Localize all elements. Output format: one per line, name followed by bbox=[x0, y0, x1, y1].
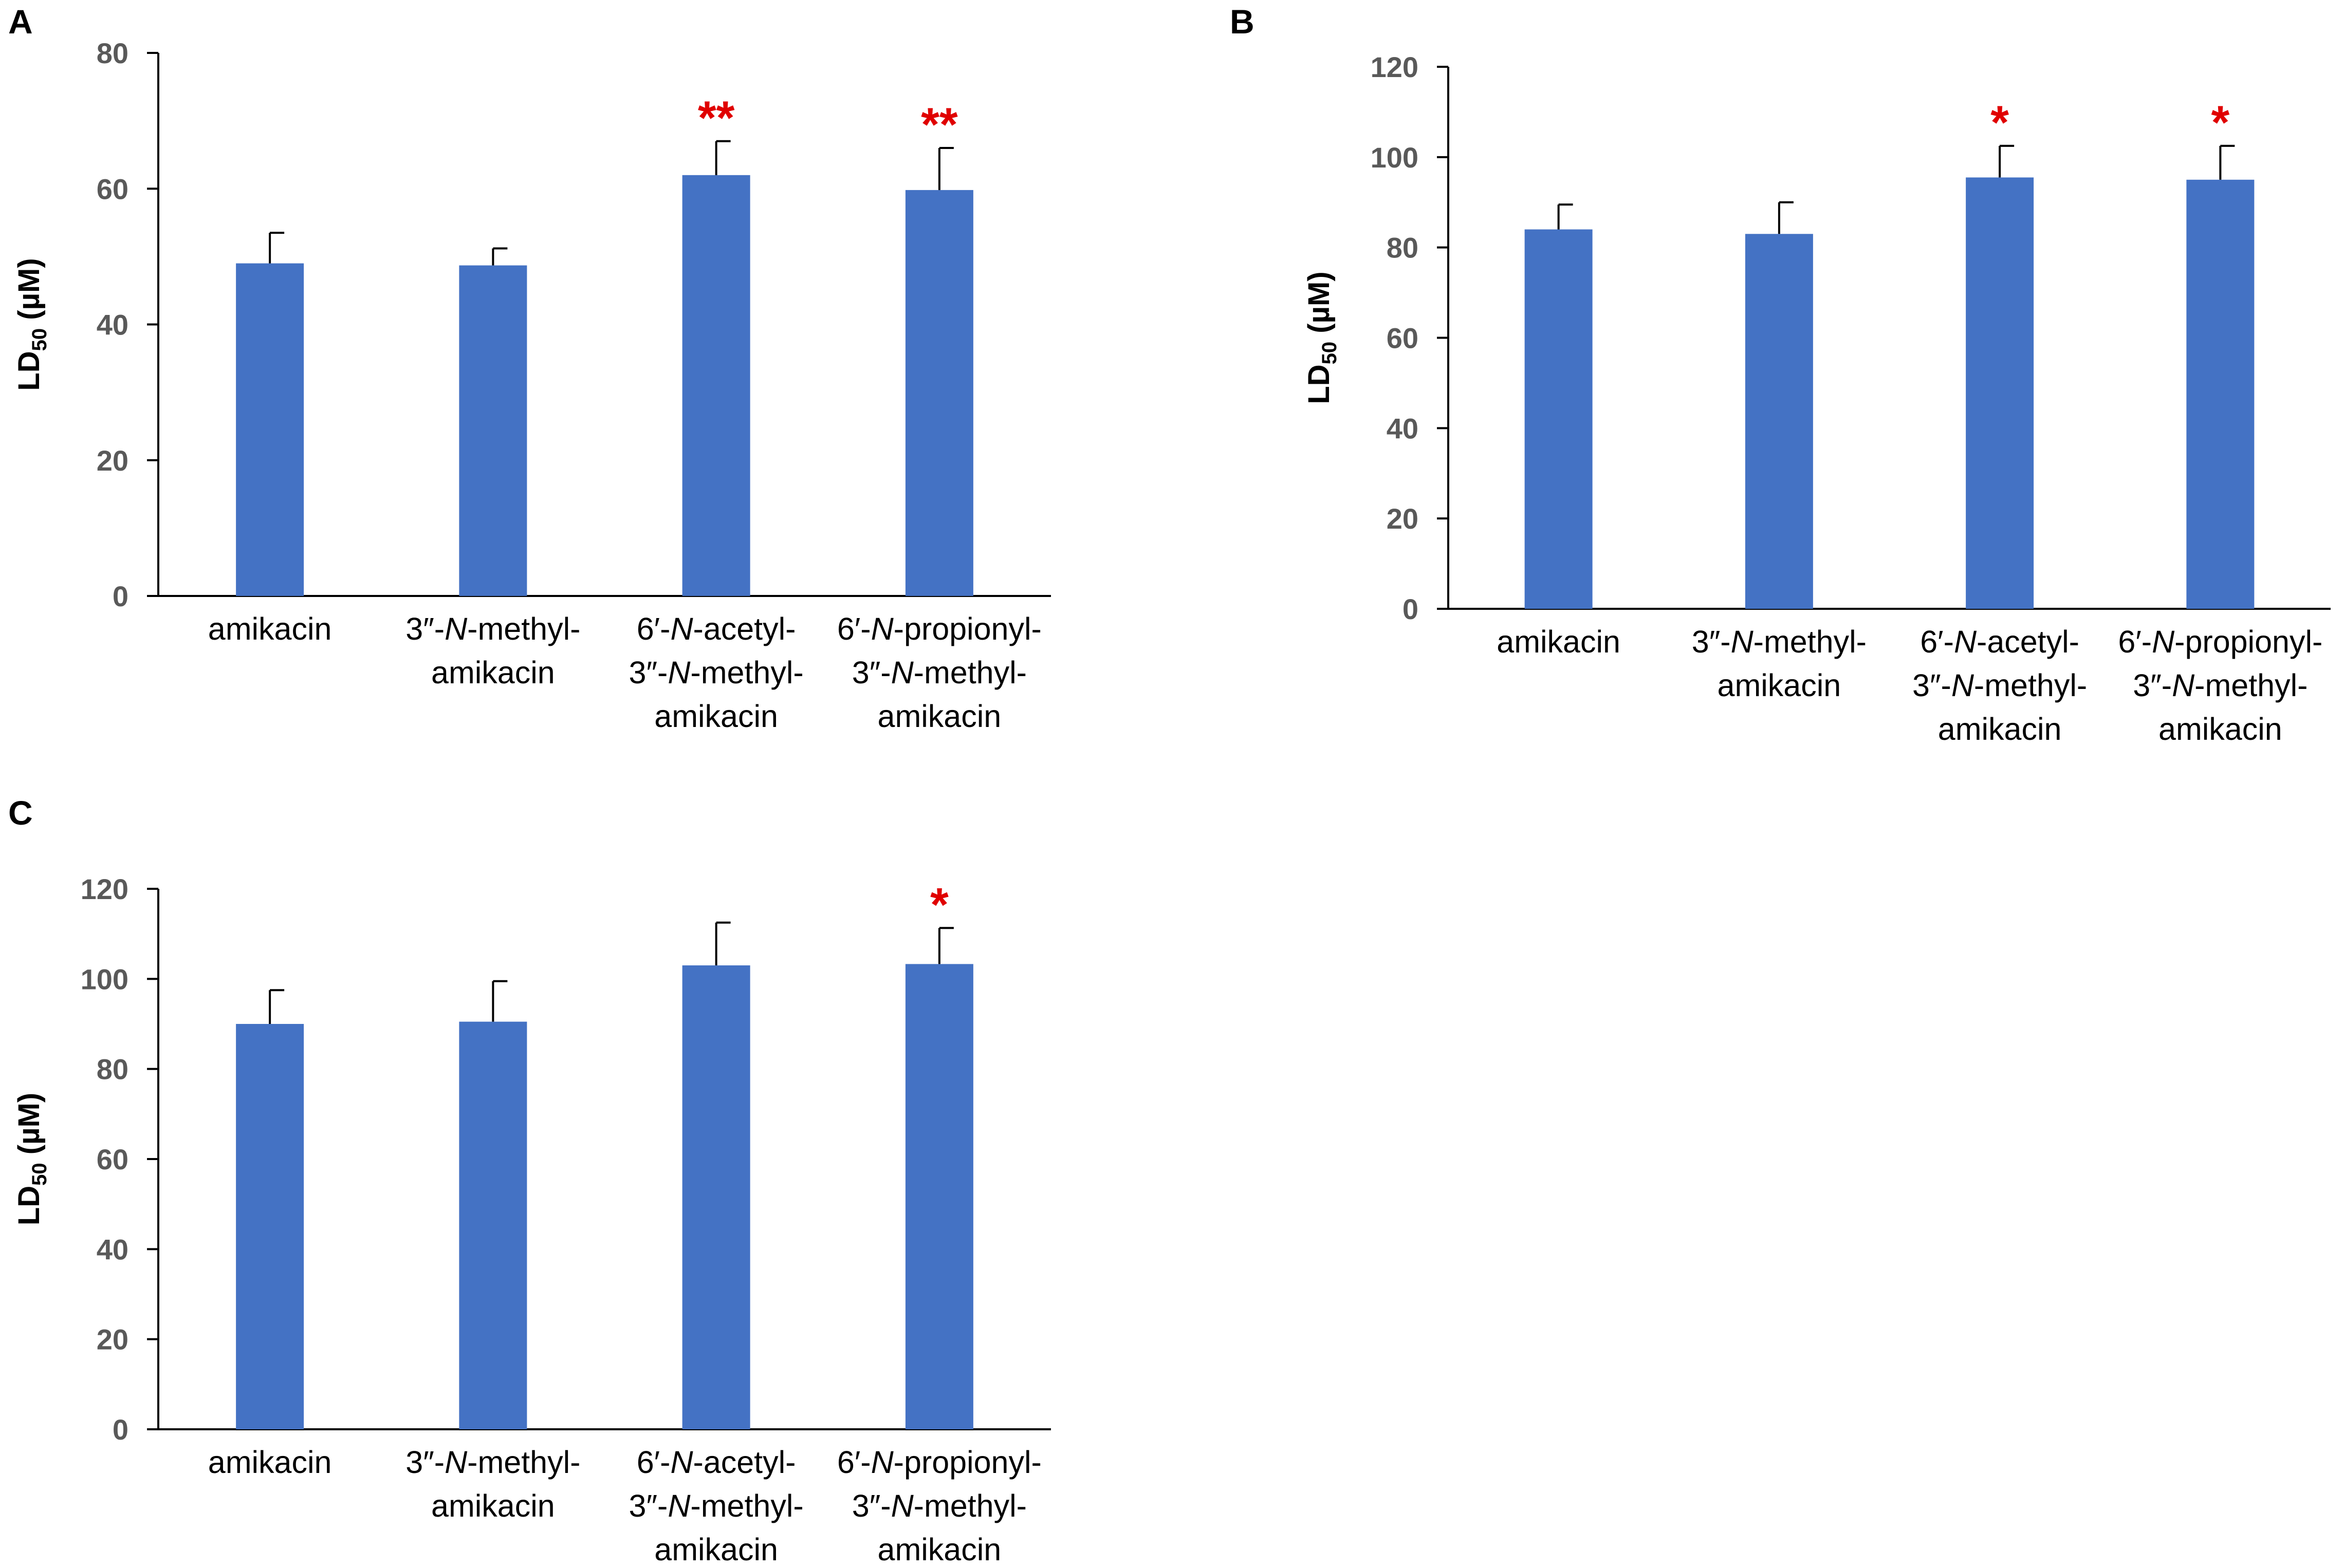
bar bbox=[1745, 234, 1813, 609]
y-axis-label: LD50 (µM) bbox=[12, 1093, 51, 1225]
bar bbox=[2186, 179, 2255, 609]
panel-b: B 0 20 40 60 80 100 120 LD50 (µM) amikacin 3″-N-me… bbox=[1230, 3, 2331, 746]
category-label: amikacin bbox=[208, 611, 332, 646]
panel-letter: B bbox=[1230, 3, 1254, 41]
y-tick-label: 60 bbox=[97, 173, 128, 205]
y-tick-label: 20 bbox=[1387, 502, 1418, 535]
bar bbox=[459, 1021, 527, 1429]
category-label: amikacin bbox=[1497, 624, 1620, 659]
bar bbox=[682, 175, 750, 596]
y-tick-label: 80 bbox=[97, 1053, 128, 1086]
category-label: 6′-N-propionyl-3″-N-methyl-amikacin bbox=[837, 1445, 1042, 1565]
category-label: 6′-N-acetyl-3″-N-methyl-amikacin bbox=[1912, 624, 2087, 746]
y-tick-label: 80 bbox=[97, 37, 128, 69]
significance-mark: ** bbox=[698, 92, 735, 144]
y-tick-label: 20 bbox=[97, 1323, 128, 1356]
category-label: 6′-N-acetyl-3″-N-methyl-amikacin bbox=[629, 611, 804, 734]
category-label: 3″-N-methyl-amikacin bbox=[1692, 624, 1867, 703]
bar bbox=[236, 263, 304, 596]
category-label: 6′-N-propionyl-3″-N-methyl-amikacin bbox=[2118, 624, 2322, 746]
y-tick-label: 120 bbox=[1371, 51, 1418, 83]
significance-mark: * bbox=[2211, 97, 2229, 149]
significance-mark: ** bbox=[921, 99, 958, 151]
panel-letter: C bbox=[8, 794, 33, 832]
category-label: 6′-N-propionyl-3″-N-methyl-amikacin bbox=[837, 611, 1042, 734]
significance-mark: * bbox=[1990, 97, 2009, 149]
y-tick-label: 40 bbox=[97, 309, 128, 341]
y-tick-label: 60 bbox=[1387, 322, 1418, 354]
y-tick-label: 40 bbox=[1387, 412, 1418, 444]
y-tick-label: 0 bbox=[113, 580, 128, 612]
y-tick-label: 40 bbox=[97, 1233, 128, 1265]
bar bbox=[682, 965, 750, 1429]
y-tick-label: 100 bbox=[81, 963, 128, 995]
category-label: 3″-N-methyl-amikacin bbox=[405, 611, 580, 690]
category-label: 3″-N-methyl-amikacin bbox=[405, 1445, 580, 1523]
bar bbox=[905, 190, 973, 596]
y-tick-label: 0 bbox=[113, 1413, 128, 1446]
y-tick-label: 120 bbox=[81, 873, 128, 905]
bar bbox=[459, 265, 527, 596]
bar bbox=[905, 964, 973, 1429]
y-tick-label: 60 bbox=[97, 1143, 128, 1175]
category-label: 6′-N-acetyl-3″-N-methyl-amikacin bbox=[629, 1445, 804, 1565]
category-label: amikacin bbox=[208, 1445, 332, 1480]
bar bbox=[236, 1024, 304, 1429]
y-tick-label: 20 bbox=[97, 444, 128, 477]
panel-letter: A bbox=[8, 3, 33, 41]
y-tick-label: 0 bbox=[1402, 593, 1418, 625]
panel-c: C 0 20 40 60 80 100 120 LD50 (µM) amikacin 3″-N-me… bbox=[8, 794, 1051, 1567]
y-axis-label: LD50 (µM) bbox=[1302, 271, 1341, 404]
bar bbox=[1966, 177, 2034, 609]
y-tick-label: 100 bbox=[1371, 141, 1418, 174]
bar bbox=[1524, 229, 1593, 609]
significance-mark: * bbox=[930, 879, 949, 931]
y-axis-label: LD50 (µM) bbox=[12, 258, 51, 390]
panel-a: A 0 20 40 60 80 LD50 (µM) amikacin 3″-N-methyl-a… bbox=[8, 3, 1051, 734]
y-tick-label: 80 bbox=[1387, 232, 1418, 264]
